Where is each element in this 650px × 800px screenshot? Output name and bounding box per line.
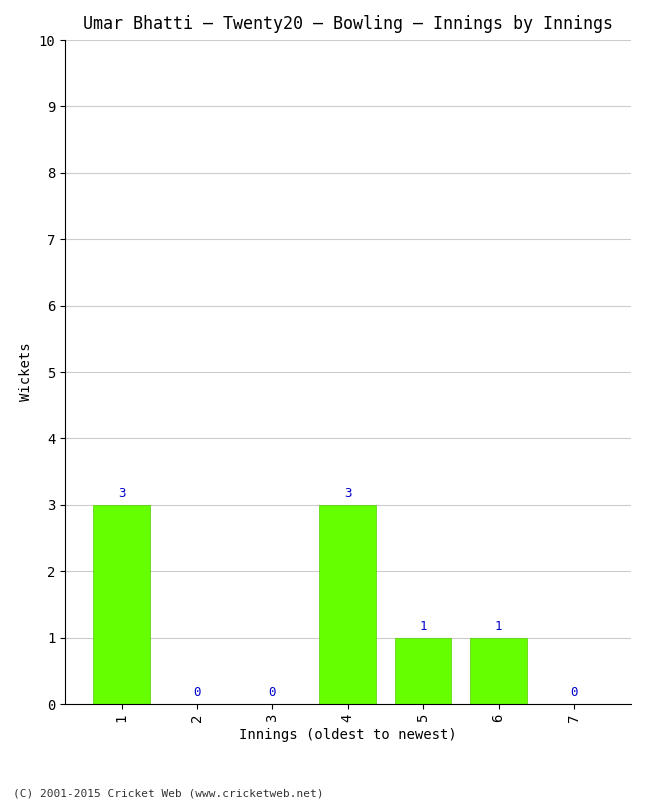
Title: Umar Bhatti – Twenty20 – Bowling – Innings by Innings: Umar Bhatti – Twenty20 – Bowling – Innin… [83, 15, 613, 33]
Text: 0: 0 [268, 686, 276, 699]
Text: 1: 1 [495, 620, 502, 633]
Text: (C) 2001-2015 Cricket Web (www.cricketweb.net): (C) 2001-2015 Cricket Web (www.cricketwe… [13, 788, 324, 798]
Bar [395, 638, 451, 704]
Text: 0: 0 [193, 686, 201, 699]
Bar [94, 505, 150, 704]
Text: 3: 3 [118, 487, 125, 500]
Bar [471, 638, 527, 704]
Text: 0: 0 [570, 686, 578, 699]
X-axis label: Innings (oldest to newest): Innings (oldest to newest) [239, 728, 456, 742]
Y-axis label: Wickets: Wickets [19, 342, 33, 402]
Text: 3: 3 [344, 487, 352, 500]
Text: 1: 1 [419, 620, 427, 633]
Bar [320, 505, 376, 704]
